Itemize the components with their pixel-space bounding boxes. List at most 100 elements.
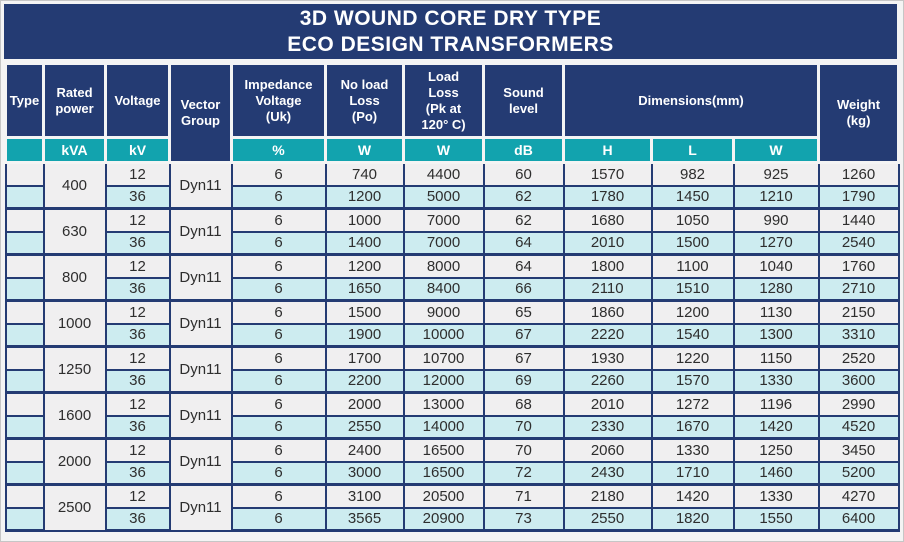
table-row: 2000 12 Dyn11 6 2400 16500 70 2060 1330 1250 3450 <box>4 437 900 486</box>
dim-h-cell: 1930 <box>562 345 653 371</box>
dim-w-cell: 1280 <box>732 276 820 302</box>
dim-l-cell: 1820 <box>650 506 735 532</box>
dim-l-cell: 1220 <box>650 345 735 371</box>
impedance-cell: 6 <box>230 184 327 210</box>
dim-w-cell: 1250 <box>732 437 820 463</box>
type-cell <box>4 322 45 348</box>
no-load-loss-cell: 3565 <box>324 506 405 532</box>
unit-dim-l: L <box>650 136 735 164</box>
dim-h-cell: 2550 <box>562 506 653 532</box>
voltage-cell: 36 <box>104 184 171 210</box>
dim-w-cell: 1196 <box>732 391 820 417</box>
voltage-cell: 12 <box>104 161 171 187</box>
voltage-cell: 36 <box>104 460 171 486</box>
rated-power-cell: 800 <box>42 253 107 302</box>
no-load-loss-cell: 1200 <box>324 184 405 210</box>
col-header-vector-group: Vector Group <box>168 62 233 164</box>
dim-w-cell: 1330 <box>732 368 820 394</box>
no-load-loss-cell: 1200 <box>324 253 405 279</box>
voltage-cell: 12 <box>104 345 171 371</box>
impedance-cell: 6 <box>230 276 327 302</box>
sound-level-cell: 65 <box>482 299 565 325</box>
sound-level-cell: 64 <box>482 230 565 256</box>
rated-power-cell: 400 <box>42 161 107 210</box>
col-header-type: Type <box>4 62 45 139</box>
weight-cell: 2710 <box>817 276 900 302</box>
dim-h-cell: 2180 <box>562 483 653 509</box>
dim-w-cell: 1130 <box>732 299 820 325</box>
dim-l-cell: 1050 <box>650 207 735 233</box>
type-cell <box>4 207 45 233</box>
dim-w-cell: 1550 <box>732 506 820 532</box>
weight-cell: 2990 <box>817 391 900 417</box>
table-row: 36 6 3565 20900 73 2550 1820 1550 6400 <box>4 506 900 532</box>
table-row: 1250 12 Dyn11 6 1700 10700 67 1930 1220 1150 2520 <box>4 345 900 394</box>
sound-level-cell: 67 <box>482 345 565 371</box>
weight-cell: 2520 <box>817 345 900 371</box>
load-loss-cell: 14000 <box>402 414 485 440</box>
no-load-loss-cell: 1500 <box>324 299 405 325</box>
type-cell <box>4 253 45 279</box>
type-cell <box>4 506 45 532</box>
impedance-cell: 6 <box>230 414 327 440</box>
dim-h-cell: 2220 <box>562 322 653 348</box>
sound-level-cell: 69 <box>482 368 565 394</box>
type-cell <box>4 391 45 417</box>
table-row: 800 12 Dyn11 6 1200 8000 64 1800 1100 1040 1760 <box>4 253 900 302</box>
impedance-cell: 6 <box>230 253 327 279</box>
weight-cell: 4270 <box>817 483 900 509</box>
no-load-loss-cell: 2200 <box>324 368 405 394</box>
dim-l-cell: 1450 <box>650 184 735 210</box>
table-row: 36 6 1650 8400 66 2110 1510 1280 2710 <box>4 276 900 302</box>
voltage-cell: 12 <box>104 391 171 417</box>
impedance-cell: 6 <box>230 230 327 256</box>
no-load-loss-cell: 1700 <box>324 345 405 371</box>
type-cell <box>4 299 45 325</box>
dim-l-cell: 1540 <box>650 322 735 348</box>
rated-power-cell: 1250 <box>42 345 107 394</box>
table-row: 36 6 1400 7000 64 2010 1500 1270 2540 <box>4 230 900 256</box>
dim-l-cell: 1100 <box>650 253 735 279</box>
weight-cell: 1260 <box>817 161 900 187</box>
type-cell <box>4 437 45 463</box>
col-header-impedance: Impedance Voltage (Uk) <box>230 62 327 139</box>
weight-cell: 1440 <box>817 207 900 233</box>
rated-power-cell: 1600 <box>42 391 107 440</box>
weight-cell: 1760 <box>817 253 900 279</box>
sound-level-cell: 60 <box>482 161 565 187</box>
col-header-sound-level: Sound level <box>482 62 565 139</box>
no-load-loss-cell: 2400 <box>324 437 405 463</box>
voltage-cell: 12 <box>104 299 171 325</box>
impedance-cell: 6 <box>230 299 327 325</box>
type-cell <box>4 230 45 256</box>
col-header-voltage: Voltage <box>104 62 171 139</box>
type-cell <box>4 414 45 440</box>
dim-h-cell: 2110 <box>562 276 653 302</box>
load-loss-cell: 10000 <box>402 322 485 348</box>
vector-group-cell: Dyn11 <box>168 161 233 210</box>
type-cell <box>4 368 45 394</box>
impedance-cell: 6 <box>230 460 327 486</box>
header-row: Type Rated power Voltage Vector Group Im… <box>4 62 901 164</box>
dim-l-cell: 1330 <box>650 437 735 463</box>
weight-cell: 1790 <box>817 184 900 210</box>
table-body: 400 12 Dyn11 6 740 4400 60 1570 982 925 1260 36 6 120… <box>4 161 900 532</box>
table-row: 1600 12 Dyn11 6 2000 13000 68 2010 1272 1196 2990 <box>4 391 900 440</box>
dim-w-cell: 1420 <box>732 414 820 440</box>
title-line-2: ECO DESIGN TRANSFORMERS <box>287 33 614 56</box>
voltage-cell: 12 <box>104 253 171 279</box>
weight-cell: 3310 <box>817 322 900 348</box>
dim-w-cell: 1300 <box>732 322 820 348</box>
dim-h-cell: 1780 <box>562 184 653 210</box>
dim-h-cell: 1570 <box>562 161 653 187</box>
voltage-cell: 36 <box>104 368 171 394</box>
dim-l-cell: 1500 <box>650 230 735 256</box>
title-line-1: 3D WOUND CORE DRY TYPE <box>299 7 602 30</box>
load-loss-cell: 16500 <box>402 460 485 486</box>
table-row: 400 12 Dyn11 6 740 4400 60 1570 982 925 1260 <box>4 161 900 210</box>
dim-w-cell: 925 <box>732 161 820 187</box>
weight-cell: 6400 <box>817 506 900 532</box>
impedance-cell: 6 <box>230 161 327 187</box>
table-row: 2500 12 Dyn11 6 3100 20500 71 2180 1420 1330 4270 <box>4 483 900 532</box>
